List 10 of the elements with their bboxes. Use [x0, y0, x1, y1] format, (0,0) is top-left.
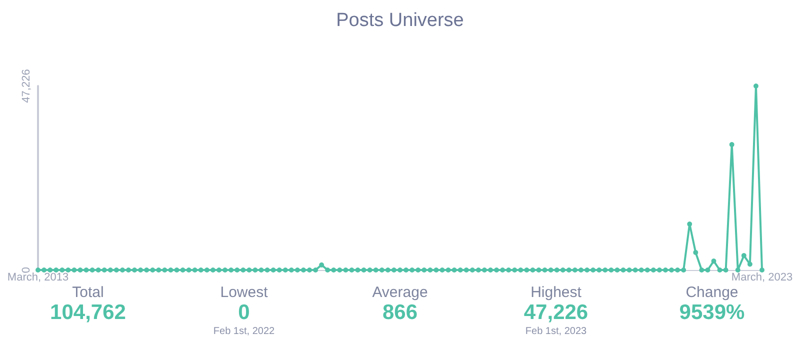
x-tick-label: March, 2023: [731, 272, 793, 284]
text: Average 866: [371, 284, 429, 325]
text: Lowest 0 Feb 1st, 2022: [212, 284, 276, 339]
chart-title: Posts Universe: [336, 10, 464, 31]
text: Highest 47,226 Feb 1st, 2023: [522, 284, 590, 339]
y-tick-label: 0: [20, 266, 32, 274]
y-tick-label: 47,226: [20, 69, 32, 103]
x-tick-label: March, 2013: [7, 272, 69, 284]
text: Change 9539%: [678, 284, 746, 325]
text: Total 104,762: [49, 284, 127, 325]
